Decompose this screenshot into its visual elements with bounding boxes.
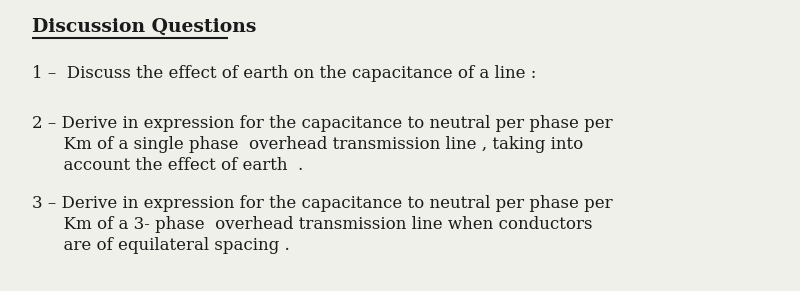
Text: 1 –  Discuss the effect of earth on the capacitance of a line :: 1 – Discuss the effect of earth on the c… — [32, 65, 536, 82]
Text: account the effect of earth  .: account the effect of earth . — [32, 157, 303, 174]
Text: Km of a 3- phase  overhead transmission line when conductors: Km of a 3- phase overhead transmission l… — [32, 216, 593, 233]
Text: Km of a single phase  overhead transmission line , taking into: Km of a single phase overhead transmissi… — [32, 136, 583, 153]
Text: 2 – Derive in expression for the capacitance to neutral per phase per: 2 – Derive in expression for the capacit… — [32, 115, 613, 132]
Text: 3 – Derive in expression for the capacitance to neutral per phase per: 3 – Derive in expression for the capacit… — [32, 195, 613, 212]
Text: are of equilateral spacing .: are of equilateral spacing . — [32, 237, 290, 254]
Text: Discussion Questions: Discussion Questions — [32, 18, 256, 36]
